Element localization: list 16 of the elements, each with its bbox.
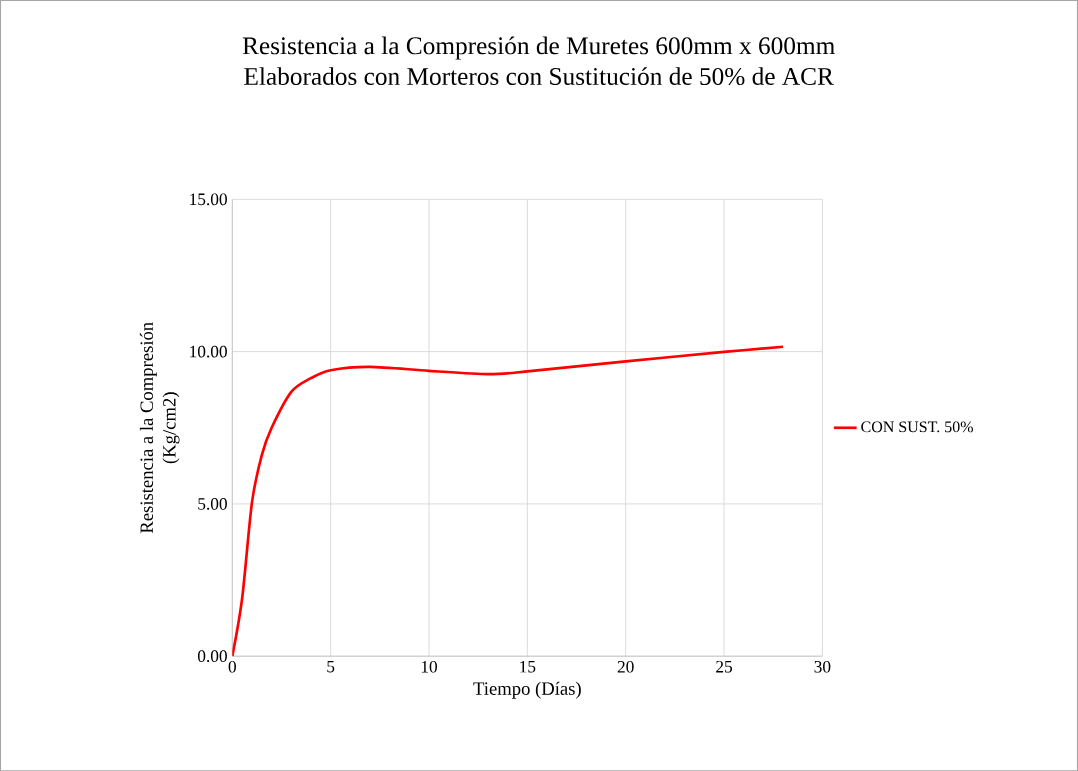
y-tick-label: 10.00 xyxy=(190,345,227,358)
y-tick-label: 0.00 xyxy=(197,650,227,662)
legend-label: CON SUST. 50% xyxy=(861,421,973,433)
chart-title: Resistencia a la Compresión de Muretes 600mm x 600mm Elaborados con Morteros con Sustitución de 50% de ACR xyxy=(242,36,835,85)
y-tick-label: 5.00 xyxy=(198,497,227,510)
x-tick-label: 30 xyxy=(814,660,831,673)
x-axis-title: Tiempo (Días) xyxy=(473,681,581,699)
y-axis-title: Resistencia a la Compresión (Kg/cm2) xyxy=(139,321,180,533)
x-tick-label: 10 xyxy=(421,660,437,673)
y-tick-label: 15.00 xyxy=(190,193,227,206)
line-series xyxy=(232,345,785,657)
x-tick-label: 5 xyxy=(327,660,335,673)
x-tick-label: 15 xyxy=(520,660,536,673)
x-tick-label: 0 xyxy=(228,660,236,673)
x-tick-label: 25 xyxy=(716,660,733,673)
x-tick-label: 20 xyxy=(617,660,634,673)
